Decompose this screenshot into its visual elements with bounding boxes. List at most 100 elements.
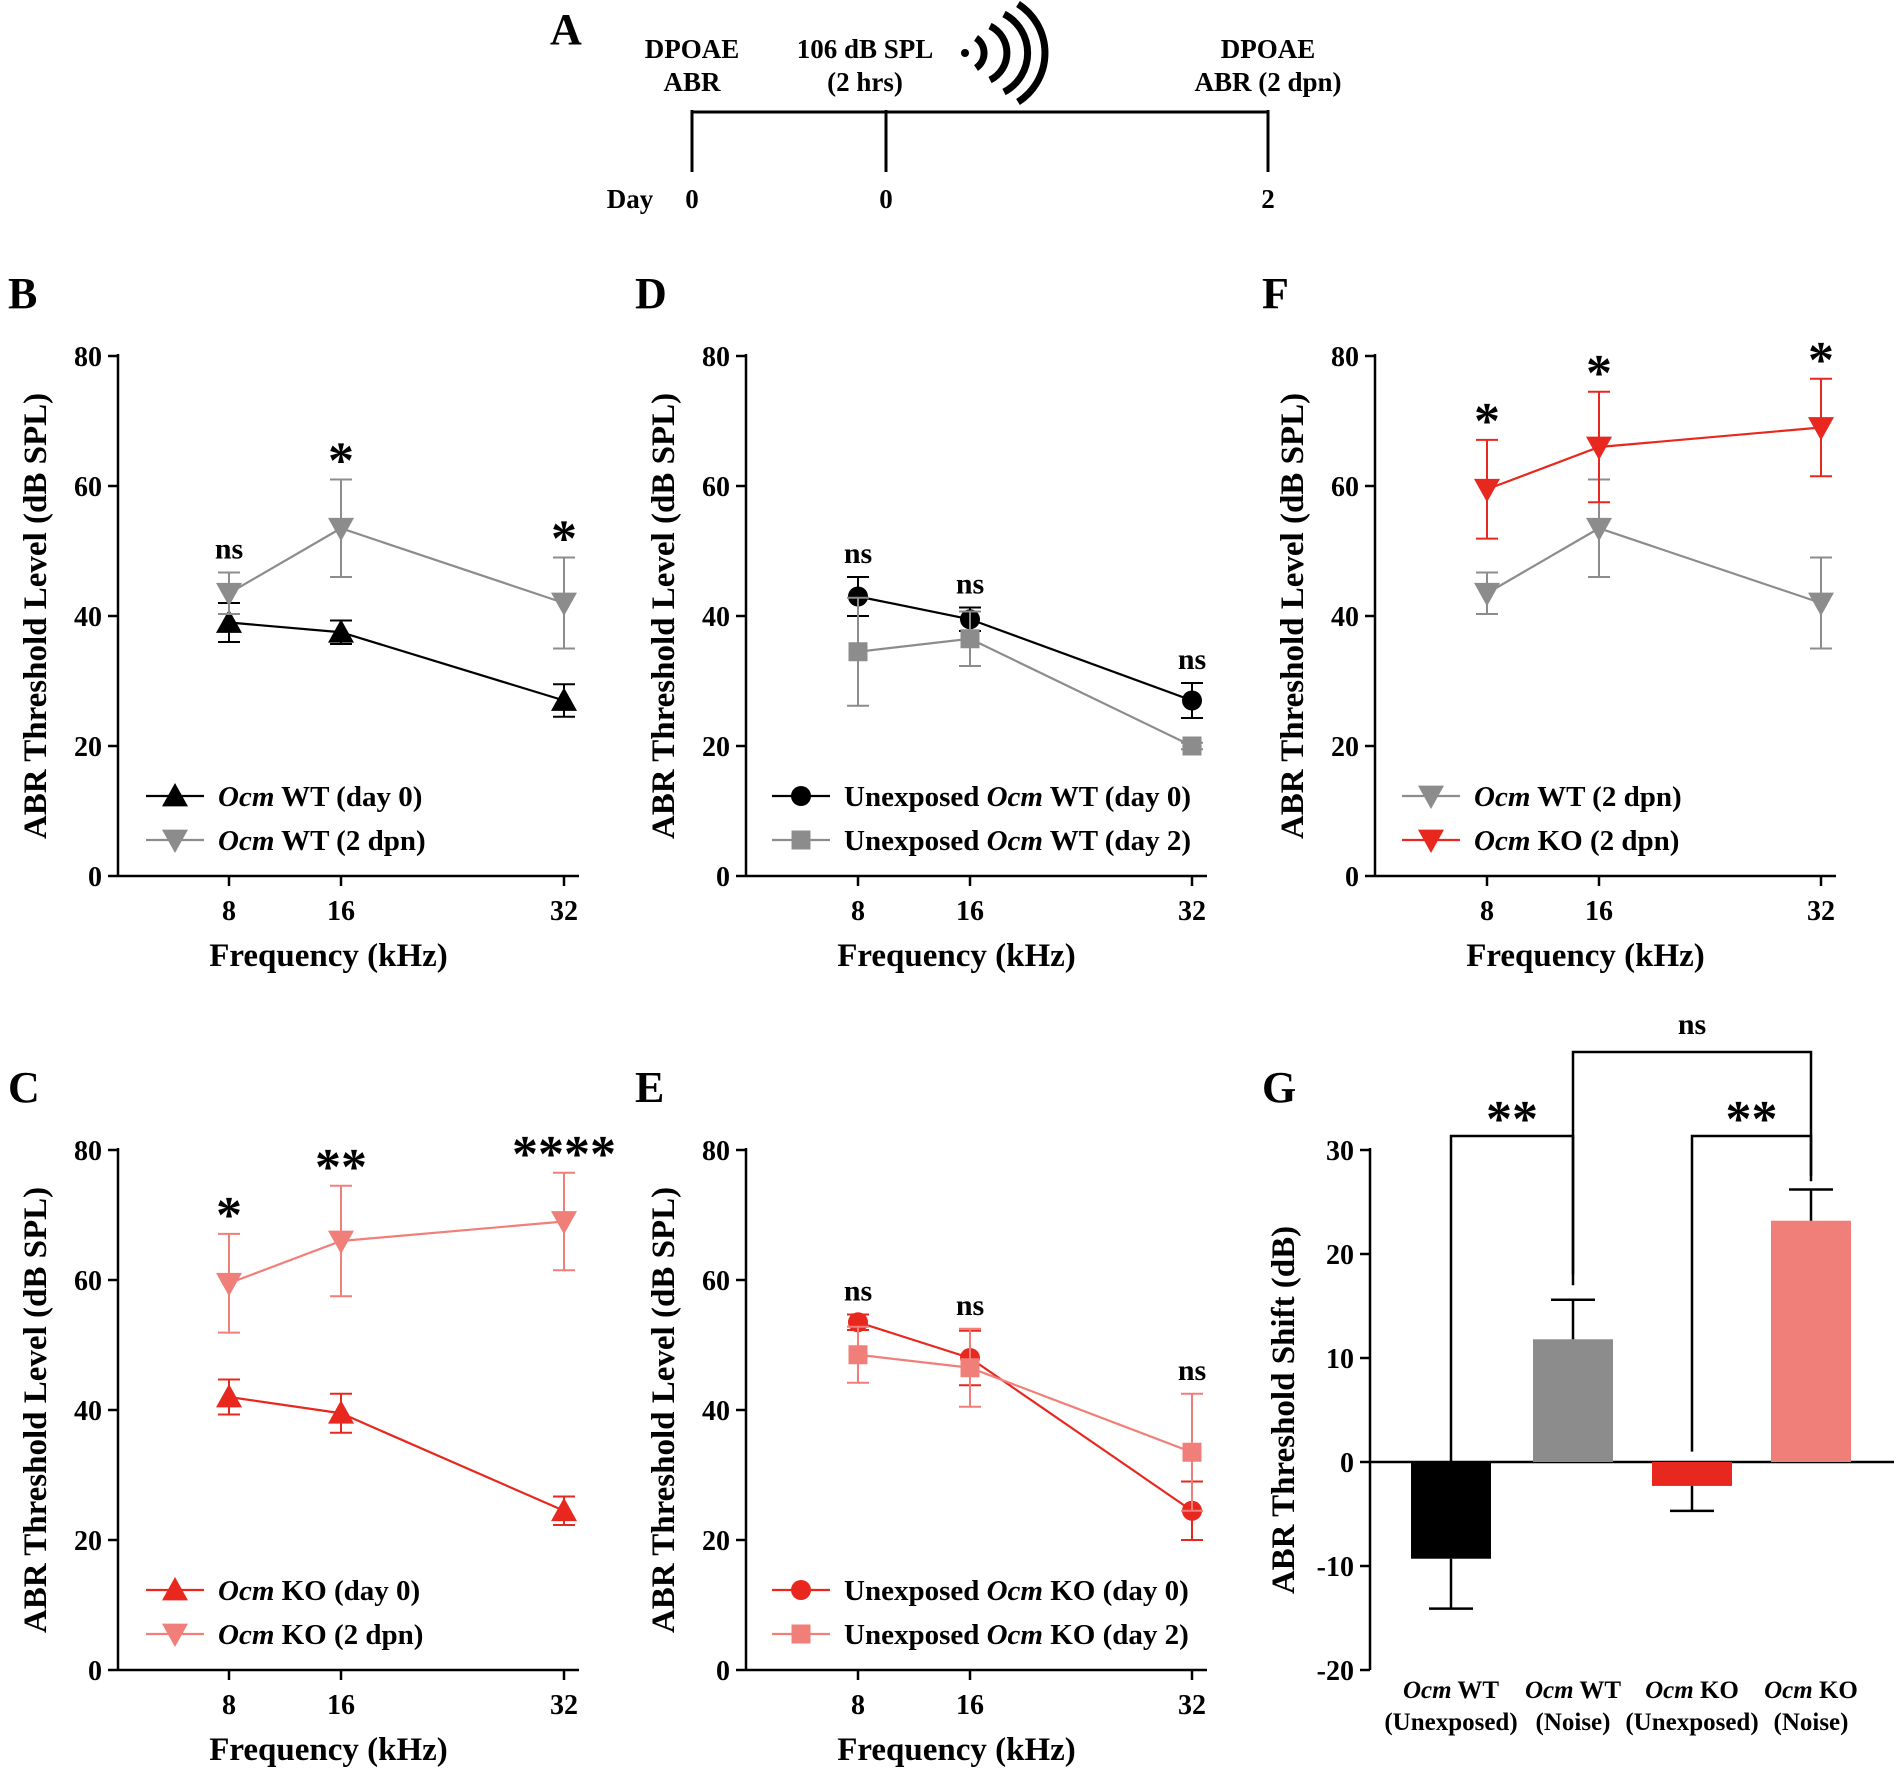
- chart-c-x-axis-title: Frequency (kHz): [209, 1732, 448, 1768]
- chart-e-series-2-line: [857, 1353, 1193, 1454]
- chart-g-bar: [1533, 1339, 1613, 1462]
- chart-e-data-point: [848, 1345, 868, 1365]
- chart-c-x-tick-label: 8: [222, 1690, 236, 1721]
- chart-f-series-2: Ocm KO (2 dpn): [1402, 377, 1834, 857]
- chart-g-y-tick-label: -10: [1317, 1552, 1354, 1583]
- chart-f-legend-label: Ocm KO (2 dpn): [1474, 825, 1679, 857]
- chart-c-panel-letter: C: [8, 1063, 40, 1112]
- timeline-event-2-line1: 106 dB SPL: [797, 34, 934, 64]
- chart-g-significance-label: **: [1486, 1091, 1538, 1148]
- chart-e-x-tick-label: 32: [1178, 1690, 1206, 1721]
- timeline-panel: A DPOAE ABR 106 dB SPL (2 hrs) DPOAE ABR…: [550, 1, 1342, 214]
- panel-letter-a: A: [550, 5, 582, 54]
- chart-c-y-tick-label: 40: [74, 1396, 102, 1427]
- chart-b-data-point: [328, 619, 354, 643]
- chart-b-legend-label: Ocm WT (day 0): [218, 781, 422, 813]
- chart-f-x-tick-label: 32: [1807, 896, 1835, 927]
- chart-g-y-tick-label: 10: [1326, 1344, 1354, 1375]
- chart-b-data-point: [216, 582, 242, 607]
- chart-f-data-point: [1474, 582, 1500, 607]
- chart-c-data-point: [216, 1272, 242, 1297]
- chart-g-significance-label: **: [1726, 1091, 1778, 1148]
- chart-g-category-sublabel: (Noise): [1774, 1709, 1849, 1736]
- chart-c-data-point: [328, 1400, 354, 1424]
- chart-e-legend-marker: [791, 1624, 811, 1644]
- chart-e-y-axis-title: ABR Threshold Level (dB SPL): [646, 1187, 682, 1633]
- chart-c-y-tick-label: 60: [74, 1266, 102, 1297]
- chart-d-significance-label: ns: [1178, 643, 1206, 676]
- chart-b: B 0 20 40 60 80 8 16 32 Frequency (kHz) ABR Thresh…: [8, 269, 579, 974]
- chart-e-y-tick-label: 60: [702, 1266, 730, 1297]
- chart-e-data-point: [960, 1358, 980, 1378]
- chart-e-x-tick-label: 8: [851, 1690, 865, 1721]
- chart-e-legend-label: Unexposed Ocm KO (day 0): [844, 1575, 1189, 1607]
- sound-wave-icon: [961, 1, 1049, 105]
- timeline-day-1: 0: [685, 184, 699, 214]
- chart-d: D 0 20 40 60 80 8 16 32 Frequency (kHz) ABR Thresh…: [635, 269, 1207, 974]
- chart-d-series-1-line: [857, 595, 1193, 702]
- chart-b-legend-marker: [162, 829, 188, 853]
- chart-b-significance-label: *: [328, 433, 354, 490]
- chart-e-x-tick-label: 16: [956, 1690, 984, 1721]
- timeline-day-2: 0: [879, 184, 893, 214]
- chart-f-data-point: [1586, 436, 1612, 460]
- chart-c-x-tick-label: 32: [550, 1690, 578, 1721]
- chart-e-y-tick-label: 80: [702, 1136, 730, 1167]
- chart-d-x-axis-title: Frequency (kHz): [837, 938, 1076, 974]
- chart-e-y-tick-label: 0: [716, 1656, 730, 1687]
- chart-c-series-2: Ocm KO (2 dpn): [146, 1171, 577, 1651]
- chart-d-panel-letter: D: [635, 269, 667, 318]
- chart-b-panel-letter: B: [8, 269, 37, 318]
- chart-f-data-point: [1586, 517, 1612, 542]
- chart-c-data-point: [216, 1384, 242, 1408]
- chart-f-panel-letter: F: [1262, 269, 1289, 318]
- chart-b-significance-label: ns: [215, 532, 243, 565]
- chart-b-data-point: [328, 517, 354, 542]
- chart-b-series-1: Ocm WT (day 0): [146, 602, 577, 813]
- chart-c-significance-label: *: [216, 1187, 242, 1244]
- chart-f-x-axis-title: Frequency (kHz): [1466, 938, 1705, 974]
- chart-e-panel-letter: E: [635, 1063, 664, 1112]
- chart-f-y-axis-title: ABR Threshold Level (dB SPL): [1275, 393, 1311, 839]
- chart-c-series-1-line: [228, 1395, 565, 1512]
- chart-e-significance-label: ns: [956, 1289, 984, 1322]
- chart-g-y-tick-label: 0: [1340, 1448, 1354, 1479]
- chart-f-y-tick-label: 20: [1331, 732, 1359, 763]
- chart-f-legend-marker: [1418, 829, 1444, 853]
- chart-c-legend-label: Ocm KO (2 dpn): [218, 1619, 423, 1651]
- chart-f-data-point: [1808, 417, 1834, 441]
- chart-g-category-label: Ocm KO: [1764, 1677, 1858, 1704]
- chart-e-series-2: Unexposed Ocm KO (day 2): [772, 1325, 1203, 1651]
- chart-e: E 0 20 40 60 80 8 16 32 Frequency (kHz) ABR Thresh…: [635, 1063, 1207, 1768]
- chart-f-x-tick-label: 8: [1480, 896, 1494, 927]
- chart-b-significance-label: *: [551, 511, 577, 568]
- chart-d-x-tick-label: 32: [1178, 896, 1206, 927]
- chart-e-series-1-line: [857, 1321, 1193, 1512]
- timeline-event-1-line2: ABR: [663, 67, 721, 97]
- chart-g-significance-label: ns: [1678, 1008, 1706, 1041]
- chart-e-significance-label: ns: [844, 1274, 872, 1307]
- chart-e-x-axis-title: Frequency (kHz): [837, 1732, 1076, 1768]
- chart-g-y-axis-title: ABR Threshold Shift (dB): [1266, 1226, 1302, 1594]
- chart-c-x-tick-label: 16: [327, 1690, 355, 1721]
- timeline-event-3-line1: DPOAE: [1221, 34, 1316, 64]
- chart-c-significance-label: **: [315, 1139, 367, 1196]
- chart-c-y-tick-label: 0: [88, 1656, 102, 1687]
- chart-c-series-1: Ocm KO (day 0): [146, 1378, 577, 1607]
- chart-g: G -20 -10 0 10 20 30 ABR Threshold Shift (dB) Oc…: [1262, 1008, 1894, 1736]
- chart-g-category-sublabel: (Noise): [1536, 1709, 1611, 1736]
- chart-f-legend-marker: [1418, 785, 1444, 809]
- chart-b-legend-marker: [162, 783, 188, 807]
- chart-c-series-2-line: [228, 1220, 565, 1285]
- chart-b-x-tick-label: 8: [222, 896, 236, 927]
- chart-d-series-2: Unexposed Ocm WT (day 2): [772, 596, 1203, 857]
- chart-f-y-tick-label: 0: [1345, 862, 1359, 893]
- chart-f-significance-label: *: [1808, 332, 1834, 389]
- chart-c-data-point: [328, 1230, 354, 1254]
- chart-e-legend-marker: [791, 1580, 811, 1600]
- chart-b-y-tick-label: 80: [74, 342, 102, 373]
- chart-d-legend-label: Unexposed Ocm WT (day 0): [844, 781, 1191, 813]
- chart-c-data-point: [551, 1211, 577, 1235]
